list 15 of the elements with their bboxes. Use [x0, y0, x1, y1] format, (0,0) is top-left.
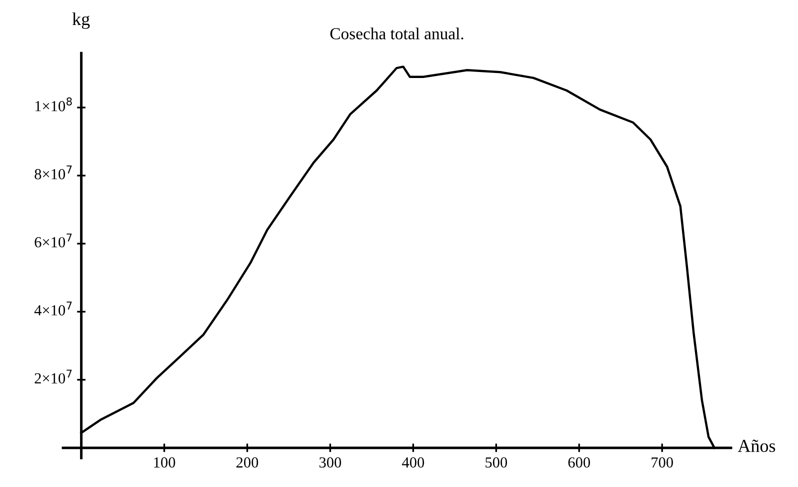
x-tick-label: 200 — [236, 457, 258, 468]
y-axis-title: kg — [72, 12, 90, 29]
y-tick-label: 8×10$^{7}$ — [34, 166, 72, 180]
y-tick-label: 1×10$^{8}$ — [35, 97, 72, 112]
y-tick-label: 6×10$^{7}$ — [34, 234, 72, 248]
x-tick-label: 300 — [319, 457, 342, 468]
x-tick-label: 400 — [402, 457, 424, 468]
y-tick-label: 2×10$^{7}$ — [34, 370, 72, 384]
x-tick-label: 600 — [568, 457, 590, 468]
x-axis-title: Años — [738, 440, 776, 452]
y-tick-label: 4×10$^{7}$ — [34, 302, 72, 316]
x-tick-label: 500 — [486, 457, 508, 468]
x-tick-label: 100 — [154, 457, 176, 468]
chart-title: Cosecha total anual. — [330, 28, 464, 40]
x-tick-label: 700 — [652, 457, 673, 468]
